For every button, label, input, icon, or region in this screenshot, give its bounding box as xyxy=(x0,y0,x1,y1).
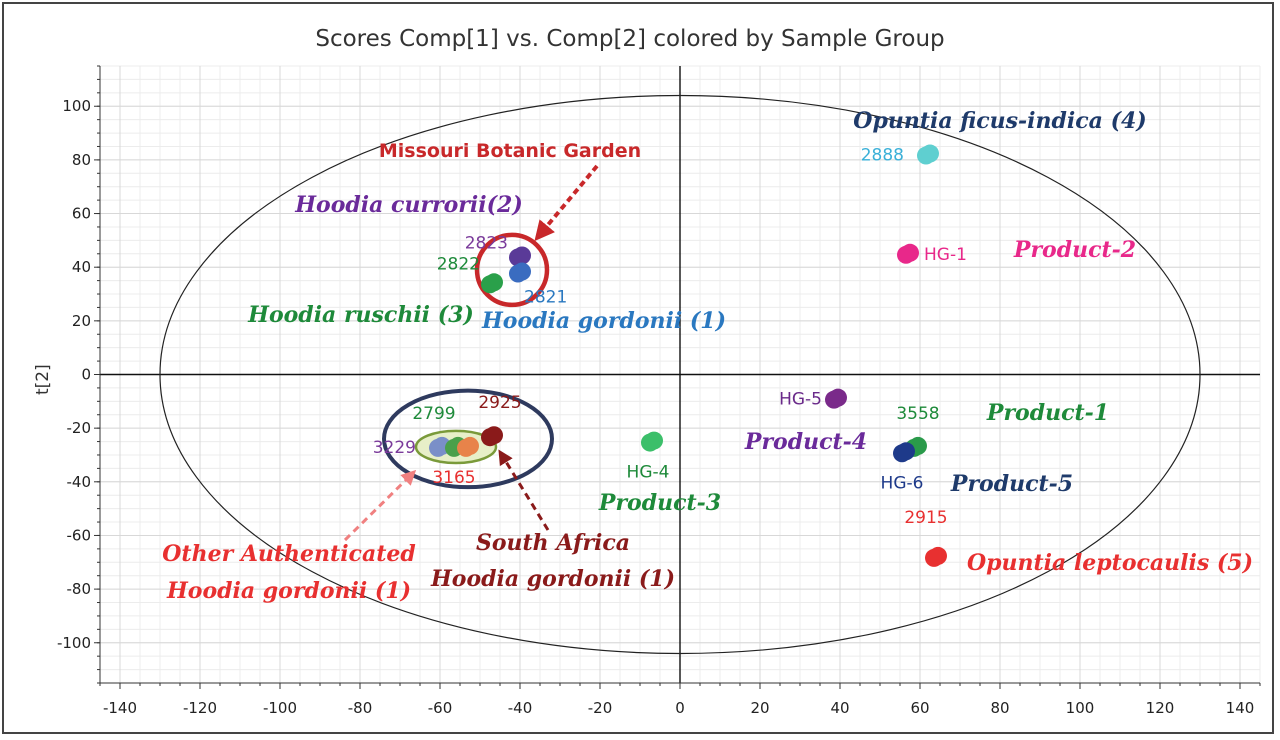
y-tick-label: -80 xyxy=(67,580,92,598)
point-label: 2888 xyxy=(861,146,904,166)
group-annotation: Product-5 xyxy=(950,471,1073,497)
x-tick-label: -120 xyxy=(183,699,217,717)
y-tick-label: 0 xyxy=(81,366,91,384)
group-annotation: Hoodia gordonii (1) xyxy=(481,308,726,334)
x-tick-label: -80 xyxy=(348,699,373,717)
y-tick-label: -40 xyxy=(67,473,92,491)
group-annotation: Other Authenticated xyxy=(162,541,416,567)
data-point-overlap xyxy=(485,273,503,292)
data-point-overlap xyxy=(645,431,663,450)
data-point-overlap xyxy=(897,442,915,461)
x-tick-label: 0 xyxy=(675,699,685,717)
chart-title: Scores Comp[1] vs. Comp[2] colored by Sa… xyxy=(315,26,945,52)
y-tick-label: 40 xyxy=(72,258,91,276)
hotelling-ellipse xyxy=(159,94,1201,655)
group-annotation: Product-1 xyxy=(986,400,1109,426)
x-tick-label: 40 xyxy=(830,699,849,717)
y-tick-label: -60 xyxy=(67,526,92,544)
missouri-arrow xyxy=(534,164,599,242)
point-label: 2821 xyxy=(524,288,567,308)
group-annotation: Hoodia gordonii (1) xyxy=(430,566,675,592)
group-annotation: Opuntia leptocaulis (5) xyxy=(967,550,1253,576)
x-tick-label: 60 xyxy=(910,699,929,717)
data-point-overlap xyxy=(829,388,847,407)
y-tick-label: -100 xyxy=(57,634,91,652)
point-label: 3229 xyxy=(373,438,416,458)
data-point-overlap xyxy=(929,546,947,565)
data-point-overlap xyxy=(513,246,531,265)
group-annotation: Missouri Botanic Garden xyxy=(379,140,641,162)
data-point-overlap xyxy=(485,426,503,445)
point-label: 3165 xyxy=(432,468,475,488)
point-label: HG-1 xyxy=(924,245,967,265)
missouri-group-circle xyxy=(474,232,550,308)
y-tick-label: -20 xyxy=(67,419,92,437)
authenticated-group-ellipse xyxy=(382,388,554,490)
south-africa-arrow xyxy=(498,449,550,531)
point-label: 2799 xyxy=(412,404,455,424)
point-label: 2925 xyxy=(478,393,521,413)
x-tick-label: 120 xyxy=(1146,699,1175,717)
x-tick-label: -140 xyxy=(103,699,137,717)
y-tick-label: 100 xyxy=(62,97,91,115)
x-tick-label: -20 xyxy=(588,699,613,717)
x-tick-label: 20 xyxy=(750,699,769,717)
point-label: 2822 xyxy=(437,254,480,274)
authenticated-arrow xyxy=(343,469,417,542)
y-tick-label: 80 xyxy=(72,151,91,169)
point-label: HG-4 xyxy=(627,463,670,483)
group-annotation: Hoodia gordonii (1) xyxy=(166,578,411,604)
x-tick-label: 100 xyxy=(1066,699,1095,717)
x-tick-label: -100 xyxy=(263,699,297,717)
data-point-overlap xyxy=(921,144,939,163)
x-tick-label: -60 xyxy=(428,699,453,717)
point-label: HG-5 xyxy=(779,390,822,410)
group-annotation: Hoodia ruschii (3) xyxy=(247,302,474,328)
group-annotation: Hoodia currorii(2) xyxy=(294,192,522,218)
x-tick-label: 80 xyxy=(990,699,1009,717)
group-annotation: Product-2 xyxy=(1013,237,1136,263)
point-label: 3558 xyxy=(896,404,939,424)
group-annotation: Product-4 xyxy=(744,429,867,455)
x-tick-label: 140 xyxy=(1226,699,1255,717)
point-label: 2823 xyxy=(465,233,508,253)
x-tick-label: -40 xyxy=(508,699,533,717)
group-annotation: Opuntia ficus-indica (4) xyxy=(853,108,1146,134)
group-annotation: South Africa xyxy=(476,530,630,556)
data-point-overlap xyxy=(513,262,531,281)
y-tick-label: 20 xyxy=(72,312,91,330)
y-tick-label: 60 xyxy=(72,205,91,223)
point-label: HG-6 xyxy=(881,473,924,493)
data-point-overlap xyxy=(901,243,919,262)
point-label: 2915 xyxy=(904,508,947,528)
group-annotation: Product-3 xyxy=(598,490,721,516)
data-point-overlap xyxy=(461,436,479,455)
